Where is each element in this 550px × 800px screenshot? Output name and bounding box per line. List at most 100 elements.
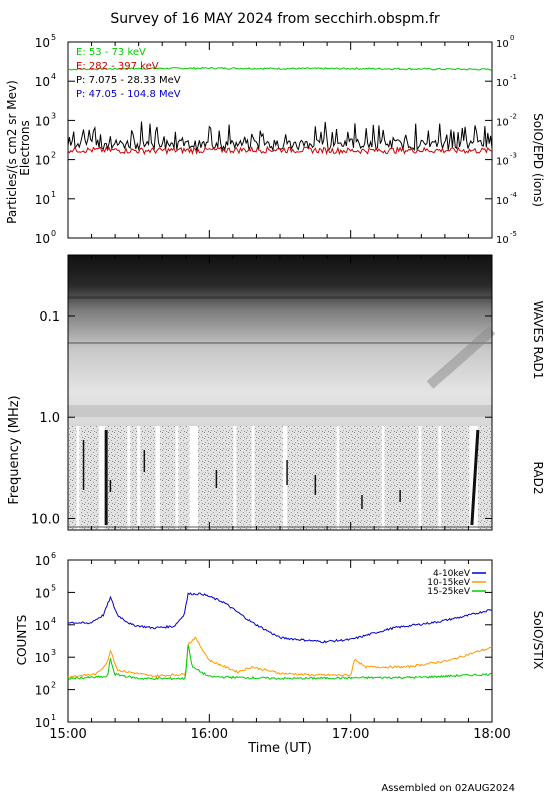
particles-right-tick-label: 10: [496, 196, 509, 207]
particles-right-tick-exp: -4: [510, 191, 518, 199]
stix-left-tick-label: 10: [35, 651, 50, 665]
particles-left-tick-label: 10: [35, 154, 50, 168]
particles-right-tick-exp: -5: [510, 230, 517, 238]
stix-left-tick-exp: 3: [51, 648, 56, 657]
rad2-gap: [282, 426, 288, 530]
rad2-gap: [76, 426, 80, 530]
proton-7-28mev-line: [67, 121, 493, 153]
stix-left-tick-label: 10: [35, 586, 50, 600]
time-tick-label: 18:00: [473, 727, 510, 742]
time-tick-label: 16:00: [191, 727, 228, 742]
rad1-spectrogram: [68, 255, 492, 426]
rad2-gap: [381, 426, 385, 530]
stix-left-tick-exp: 5: [51, 583, 56, 592]
stix-left-tick-label: 10: [35, 716, 50, 730]
waves-ylabel: Frequency (MHz): [7, 395, 22, 504]
particles-left-tick-exp: 0: [51, 229, 56, 238]
electron-282-397kev-line: [67, 145, 493, 156]
particles-left-tick-label: 10: [35, 193, 50, 207]
particles-legend-entry: E: 53 - 73 keV: [76, 47, 146, 58]
stix-left-tick-exp: 4: [51, 616, 56, 625]
time-tick-label: 15:00: [49, 727, 86, 742]
rad2-gap: [155, 426, 160, 530]
particles-right-label: SoIO/EPD (ions): [531, 113, 545, 207]
particles-ylabel: Particles/(s cm2 sr Mev): [5, 80, 19, 224]
particles-left-tick-exp: 2: [51, 151, 56, 160]
rad2-gap: [175, 426, 179, 530]
waves-right-label-rad1: WAVES RAD1: [531, 301, 545, 380]
particles-right-tick-label: 10: [496, 157, 509, 168]
rad2-gap: [127, 426, 131, 530]
stix-right-label: SoIO/STIX: [531, 611, 545, 670]
particles-legend-entry: E: 282 - 397 keV: [76, 61, 159, 72]
stix-series-line-0: [67, 592, 493, 644]
particles-series: [67, 66, 493, 156]
stix-left-tick-exp: 6: [51, 551, 56, 560]
rad1-band-a: [68, 296, 492, 299]
particles-right-tick-exp: -1: [510, 73, 517, 81]
particles-right-tick-exp: -3: [510, 152, 517, 160]
particles-right-tick-label: 10: [496, 235, 509, 246]
stix-legend-label: 4-10keV: [433, 569, 471, 579]
rad2-gap: [189, 426, 199, 530]
rad2-gap: [233, 426, 237, 530]
waves-tick-label: 0.1: [39, 310, 60, 325]
rad2-gap: [137, 426, 141, 530]
stix-left-tick-label: 10: [35, 684, 50, 698]
chart-title: Survey of 16 MAY 2024 from secchirh.obsp…: [110, 11, 440, 27]
time-tick-label: 17:00: [332, 727, 369, 742]
rad1-band-b: [68, 342, 492, 344]
particles-legend: E: 53 - 73 keV E: 282 - 397 keV P: 7.075 -…: [76, 47, 181, 100]
footer-assembled: Assembled on 02AUG2024: [381, 783, 515, 794]
waves-right-label-rad2: RAD2: [531, 462, 545, 495]
time-axis-label: Time (UT): [247, 741, 312, 756]
rad1-band-c: [68, 405, 492, 417]
stix-left-tick-exp: 1: [51, 713, 56, 722]
particles-ylabel-electrons: Electrons: [18, 120, 32, 175]
particles-right-tick-exp: -2: [510, 112, 517, 120]
stix-series-line-2: [67, 644, 493, 681]
waves-ticks: 0.1 1.0 10.0: [31, 310, 492, 527]
particles-left-tick-exp: 3: [51, 111, 56, 120]
particles-right-tick-label: 10: [496, 117, 509, 128]
stix-legend-label: 15-25keV: [427, 587, 471, 597]
particles-right-tick-label: 10: [496, 78, 509, 89]
waves-tick-label: 1.0: [39, 411, 60, 426]
particles-left-tick-label: 10: [35, 36, 50, 50]
rad1-drift-burst: [426, 326, 496, 389]
particles-legend-entry: P: 47.05 - 104.8 MeV: [76, 89, 181, 100]
waves-panel: 0.1 1.0 10.0 Frequency (MHz) WAVES RAD1 RA…: [7, 254, 545, 531]
particles-right-tick-label: 10: [496, 39, 509, 50]
stix-ylabel: COUNTS: [15, 615, 29, 666]
time-axis: 15:00 16:00 17:00 18:00: [49, 42, 511, 742]
stix-left-tick-label: 10: [35, 554, 50, 568]
electron-53-73kev-line: [67, 66, 493, 71]
particles-left-tick-exp: 4: [51, 72, 56, 81]
stix-series-line-1: [67, 636, 493, 679]
rad2-gap: [99, 426, 105, 530]
rad2-burst: [470, 429, 480, 526]
particles-left-tick-exp: 5: [51, 33, 56, 42]
stix-left-tick-exp: 2: [51, 681, 56, 690]
waves-tick-label: 10.0: [31, 512, 60, 527]
stix-left-tick-label: 10: [35, 619, 50, 633]
particles-right-tick-exp: 0: [510, 34, 514, 42]
particles-legend-entry: P: 7.075 - 28.33 MeV: [76, 75, 181, 86]
particles-left-tick-label: 10: [35, 114, 50, 128]
rad2-gap: [336, 426, 340, 530]
stix-series: [67, 592, 493, 681]
particles-left-tick-label: 10: [35, 75, 50, 89]
stix-legend-label: 10-15keV: [427, 578, 471, 588]
rad2-gap: [438, 426, 442, 530]
particles-left-tick-label: 10: [35, 232, 50, 246]
rad2-gap: [251, 426, 255, 530]
rad2-gap: [418, 426, 422, 530]
rad2-spectrogram: [68, 426, 492, 530]
